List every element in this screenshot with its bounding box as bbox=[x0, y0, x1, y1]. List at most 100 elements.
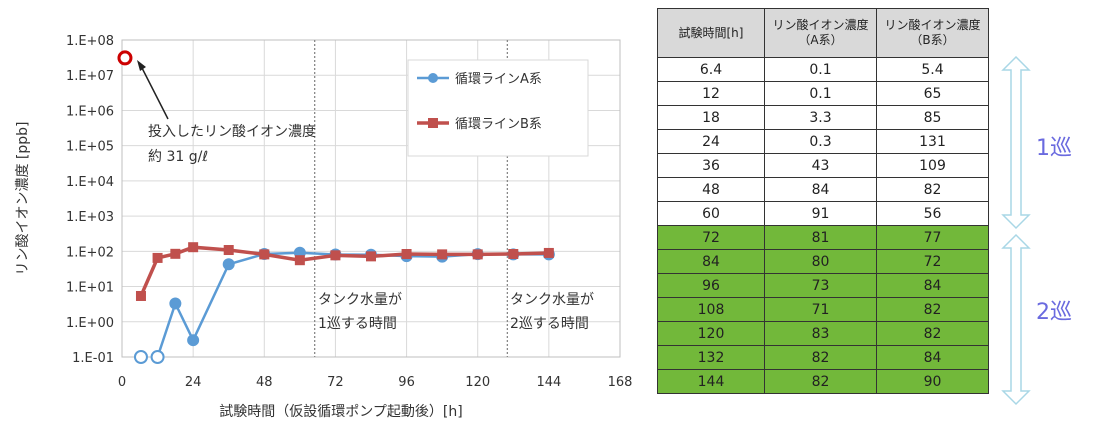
series-b-point bbox=[366, 251, 376, 262]
cycle-indicators bbox=[1001, 56, 1031, 406]
cell-time: 60 bbox=[657, 201, 765, 226]
y-tick-label: 1.E+05 bbox=[66, 140, 114, 155]
cell-conc-b: 84 bbox=[876, 345, 989, 370]
table-row: 48 84 82 bbox=[657, 177, 989, 202]
cell-time: 120 bbox=[657, 321, 765, 346]
cell-conc-b: 85 bbox=[876, 105, 989, 130]
series-a-point bbox=[169, 297, 182, 310]
x-tick-label: 168 bbox=[608, 375, 633, 390]
table-row: 24 0.3 131 bbox=[657, 129, 989, 154]
cell-time: 24 bbox=[657, 129, 765, 154]
cell-conc-b: 77 bbox=[876, 225, 989, 250]
cell-conc-a: 83 bbox=[764, 321, 877, 346]
cell-conc-b: 131 bbox=[876, 129, 989, 154]
table-row: 12 0.1 65 bbox=[657, 81, 989, 106]
cycle2-arrow-icon bbox=[1001, 233, 1031, 406]
table-header-row: 試験時間[h] リン酸イオン濃度（A系） リン酸イオン濃度（B系） bbox=[657, 8, 989, 58]
table-row: 120 83 82 bbox=[657, 321, 989, 346]
table-row: 6.4 0.1 5.4 bbox=[657, 57, 989, 82]
cell-time: 72 bbox=[657, 225, 765, 250]
series-b-point bbox=[508, 249, 519, 260]
y-tick-label: 1.E+04 bbox=[66, 175, 114, 190]
y-tick-label: 1.E+02 bbox=[66, 245, 114, 260]
series-b-point bbox=[135, 290, 146, 301]
data-table: 試験時間[h] リン酸イオン濃度（A系） リン酸イオン濃度（B系） 6.4 0.1… bbox=[657, 8, 989, 394]
cell-time: 36 bbox=[657, 153, 765, 178]
cell-conc-a: 0.3 bbox=[764, 129, 877, 154]
legend-label-a: 循環ラインA系 bbox=[455, 72, 542, 87]
series-b-point bbox=[294, 255, 305, 266]
x-tick-label: 120 bbox=[465, 375, 490, 390]
y-tick-label: 1.E+03 bbox=[66, 210, 114, 225]
table-row: 108 71 82 bbox=[657, 297, 989, 322]
cell-conc-a: 82 bbox=[764, 369, 877, 394]
cell-time: 18 bbox=[657, 105, 765, 130]
plot-frame bbox=[121, 39, 621, 358]
cell-conc-a: 0.1 bbox=[764, 81, 877, 106]
cell-conc-a: 43 bbox=[764, 153, 877, 178]
cell-conc-b: 56 bbox=[876, 201, 989, 226]
legend-marker-b bbox=[428, 118, 438, 128]
series-a-point bbox=[187, 334, 200, 347]
cell-time: 48 bbox=[657, 177, 765, 202]
cell-conc-a: 71 bbox=[764, 297, 877, 322]
annotation-text: 約 31 g/ℓ bbox=[148, 149, 208, 165]
cell-conc-a: 82 bbox=[764, 345, 877, 370]
cycle1-label: 1巡 bbox=[1036, 136, 1072, 161]
cell-conc-a: 81 bbox=[764, 225, 877, 250]
cell-conc-b: 82 bbox=[876, 297, 989, 322]
x-axis-label: 試験時間（仮設循環ポンプ起動後）[h] bbox=[219, 404, 462, 420]
x-tick-label: 0 bbox=[118, 375, 126, 390]
y-tick-label: 1.E+06 bbox=[66, 104, 114, 119]
cell-conc-a: 73 bbox=[764, 273, 877, 298]
injection-point bbox=[117, 50, 133, 66]
table-row: 84 80 72 bbox=[657, 249, 989, 274]
cell-conc-a: 84 bbox=[764, 177, 877, 202]
cell-conc-b: 65 bbox=[876, 81, 989, 106]
series-b-point bbox=[223, 245, 234, 256]
cell-time: 96 bbox=[657, 273, 765, 298]
series-a-point bbox=[150, 350, 165, 364]
cycle2-label: 2巡 bbox=[1036, 300, 1072, 325]
cell-time: 144 bbox=[657, 369, 765, 394]
cell-time: 84 bbox=[657, 249, 765, 274]
y-tick-label: 1.E-01 bbox=[72, 351, 114, 366]
annotation-text: 1巡する時間 bbox=[318, 316, 397, 332]
annotation-text: タンク水量が bbox=[318, 292, 402, 308]
header-conc-b: リン酸イオン濃度（B系） bbox=[876, 8, 989, 58]
series-b-point bbox=[259, 249, 270, 260]
cell-conc-b: 5.4 bbox=[876, 57, 989, 82]
cell-conc-a: 3.3 bbox=[764, 105, 877, 130]
table-row: 36 43 109 bbox=[657, 153, 989, 178]
cell-time: 6.4 bbox=[657, 57, 765, 82]
cell-conc-a: 80 bbox=[764, 249, 877, 274]
cell-conc-b: 72 bbox=[876, 249, 989, 274]
y-tick-label: 1.E+07 bbox=[66, 69, 114, 84]
x-tick-label: 24 bbox=[185, 375, 202, 390]
legend-marker-a bbox=[428, 73, 438, 83]
series-b-line bbox=[139, 245, 549, 297]
annotation-text: 2巡する時間 bbox=[510, 316, 589, 332]
annotation-arrowhead-icon bbox=[137, 60, 146, 71]
cell-conc-b: 82 bbox=[876, 321, 989, 346]
series-a-point bbox=[222, 258, 235, 271]
cell-conc-b: 90 bbox=[876, 369, 989, 394]
y-axis-label: リン酸イオン濃度 [ppb] bbox=[15, 121, 31, 275]
series-b-point bbox=[152, 252, 163, 263]
header-conc-a: リン酸イオン濃度（A系） bbox=[764, 8, 877, 58]
annotation-arrow-line bbox=[140, 65, 169, 120]
y-tick-label: 1.E+08 bbox=[66, 34, 114, 49]
series-b-point bbox=[188, 242, 199, 253]
legend-label-b: 循環ラインB系 bbox=[455, 117, 542, 132]
annotation-text: タンク水量が bbox=[510, 292, 594, 308]
cycle1-arrow-icon bbox=[1001, 56, 1031, 230]
series-b-point bbox=[170, 248, 181, 259]
cell-conc-a: 0.1 bbox=[764, 57, 877, 82]
series-b-point bbox=[472, 249, 483, 260]
series-b-point bbox=[543, 247, 554, 258]
annotation-text: 投入したリン酸イオン濃度 bbox=[148, 124, 316, 140]
x-tick-label: 96 bbox=[398, 375, 415, 390]
cell-conc-a: 91 bbox=[764, 201, 877, 226]
series-b-point bbox=[437, 249, 448, 260]
x-tick-label: 48 bbox=[256, 375, 273, 390]
